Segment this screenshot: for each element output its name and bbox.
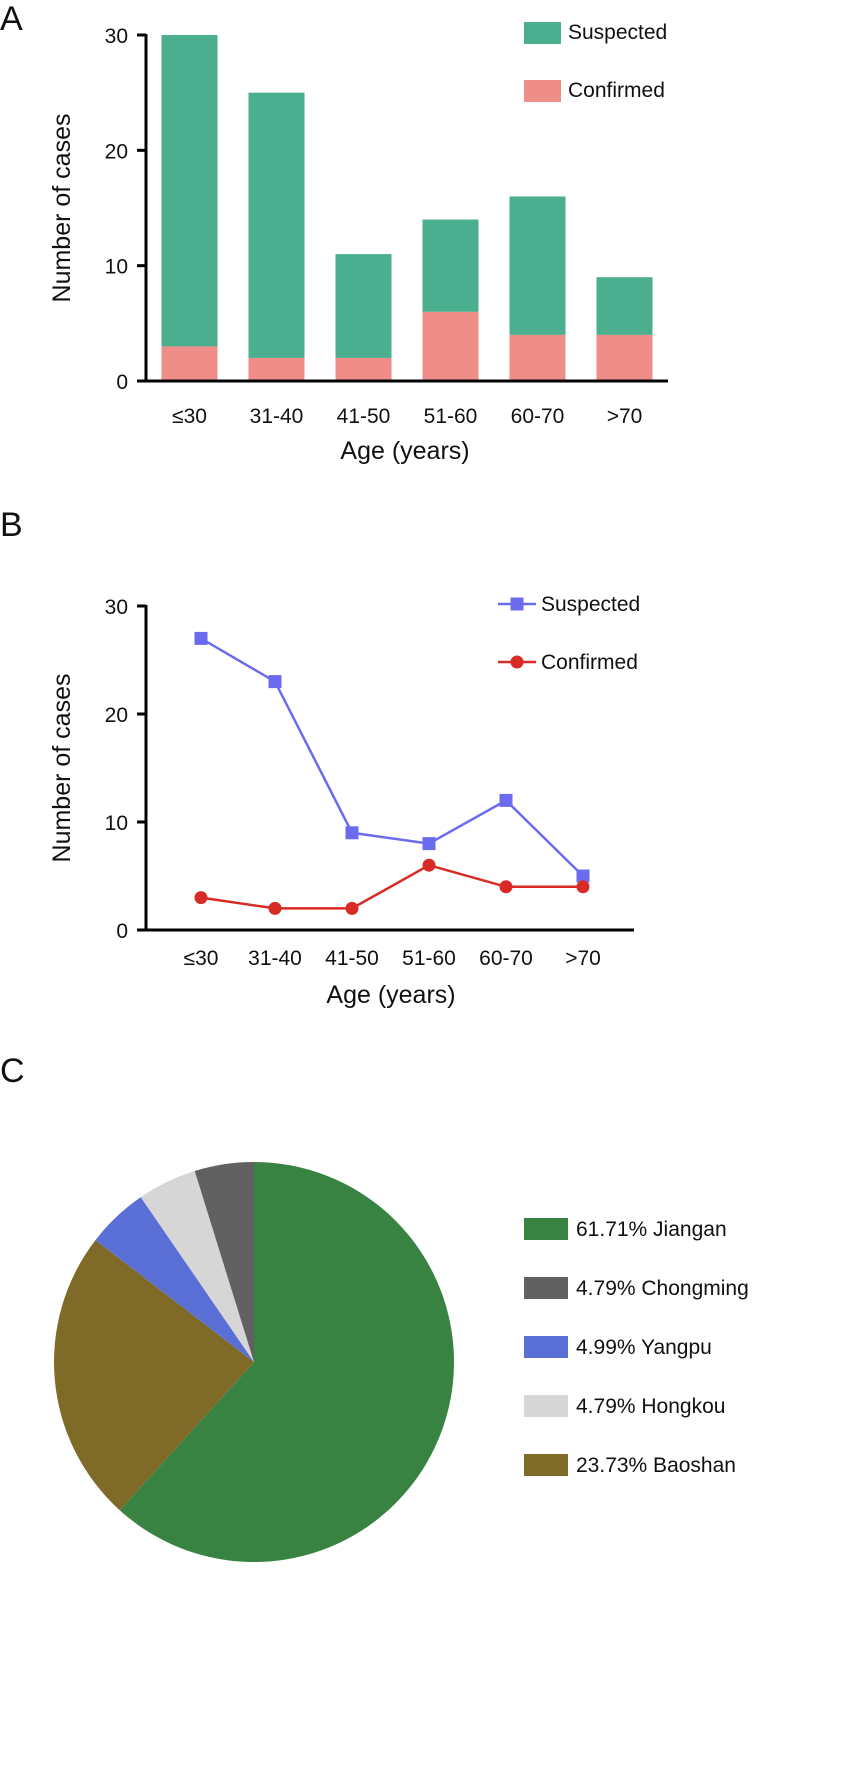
bar-suspected-4 (509, 196, 566, 335)
point-suspected-5 (576, 869, 590, 883)
legend-swatch-1 (524, 1277, 568, 1299)
x-tick-label: ≤30 (172, 405, 207, 428)
point-suspected-1 (268, 675, 282, 689)
legend-label-confirmed: Confirmed (568, 79, 665, 102)
bar-confirmed-0 (161, 346, 218, 381)
pie-slice-2 (95, 1197, 255, 1362)
bar-confirmed-2 (335, 357, 392, 381)
pie-slice-3 (140, 1170, 254, 1362)
point-confirmed-2 (345, 901, 359, 915)
point-suspected-2 (345, 826, 359, 840)
legend-marker-suspected (510, 597, 524, 611)
bar-suspected-1 (248, 92, 305, 358)
bar-suspected-2 (335, 254, 392, 358)
bar-confirmed-5 (596, 334, 653, 381)
bar-confirmed-4 (509, 334, 566, 381)
series-line-suspected (200, 637, 584, 877)
legend-label-3: 4.79% Hongkou (576, 1395, 725, 1418)
x-axis-title: Age (years) (340, 437, 469, 465)
y-tick-label: 20 (105, 704, 128, 727)
panel-letter-b: B (0, 506, 23, 544)
series-line-confirmed (200, 863, 583, 910)
bar-suspected-5 (596, 277, 653, 335)
legend-swatch-suspected (524, 22, 561, 44)
y-tick-label: 30 (105, 25, 128, 48)
legend-label-confirmed: Confirmed (541, 651, 638, 674)
x-tick-label: >70 (607, 405, 643, 428)
y-tick-label: 10 (105, 812, 128, 835)
bar-confirmed-3 (422, 311, 479, 381)
legend-label-4: 23.73% Baoshan (576, 1454, 736, 1477)
x-tick-label: >70 (565, 947, 601, 970)
point-suspected-0 (194, 631, 208, 645)
point-confirmed-5 (576, 880, 590, 894)
point-confirmed-3 (422, 858, 436, 872)
panel-letter-a: A (0, 0, 23, 38)
bar-confirmed-1 (248, 357, 305, 381)
y-axis-title: Number of cases (48, 674, 76, 863)
x-tick-label: 60-70 (511, 405, 565, 428)
legend-label-0: 61.71% Jiangan (576, 1218, 727, 1241)
legend-label-suspected: Suspected (568, 21, 667, 44)
legend-swatch-confirmed (524, 80, 561, 102)
legend-swatch-0 (524, 1218, 568, 1240)
legend-label-2: 4.99% Yangpu (576, 1336, 712, 1359)
legend-swatch-2 (524, 1336, 568, 1358)
legend-swatch-4 (524, 1454, 568, 1476)
point-confirmed-0 (194, 891, 208, 905)
x-tick-label: 51-60 (424, 405, 478, 428)
pie-chart: 61.71% Jiangan 4.79% Chongming 4.99% Yangp… (54, 1162, 749, 1562)
panel-letter-c: C (0, 1052, 25, 1090)
x-tick-label: 51-60 (402, 947, 456, 970)
point-suspected-3 (422, 837, 436, 851)
x-axis-title: Age (years) (326, 981, 455, 1009)
legend-swatch-3 (524, 1395, 568, 1417)
y-tick-label: 0 (116, 920, 128, 943)
x-tick-label: 41-50 (325, 947, 379, 970)
pie-slice-0 (119, 1162, 454, 1562)
x-tick-label: 31-40 (250, 405, 304, 428)
line-chart: 0 10 20 30 ≤30 31-40 41-50 51-60 60-70 >70 Age (ye… (48, 593, 640, 1009)
bar-suspected-3 (422, 219, 479, 312)
point-confirmed-4 (499, 880, 513, 894)
legend-label-1: 4.79% Chongming (576, 1277, 749, 1300)
pie-slice-1 (194, 1162, 254, 1362)
y-tick-label: 20 (105, 140, 128, 163)
bar-suspected-0 (161, 35, 218, 347)
y-tick-label: 0 (116, 371, 128, 394)
point-confirmed-1 (268, 901, 282, 915)
y-tick-label: 30 (105, 596, 128, 619)
x-tick-label: 60-70 (479, 947, 533, 970)
point-suspected-4 (499, 793, 513, 807)
x-tick-label: ≤30 (184, 947, 219, 970)
y-tick-label: 10 (105, 256, 128, 279)
y-axis-title: Number of cases (48, 114, 76, 303)
x-tick-label: 31-40 (248, 947, 302, 970)
legend-label-suspected: Suspected (541, 593, 640, 616)
legend-marker-confirmed (510, 655, 524, 669)
x-tick-label: 41-50 (337, 405, 391, 428)
stacked-bar-chart: ≤30 31-40 41-50 51-60 60-70 >70 0 10 20 30 Age (ye… (48, 21, 668, 465)
pie-slice-4 (54, 1240, 255, 1511)
